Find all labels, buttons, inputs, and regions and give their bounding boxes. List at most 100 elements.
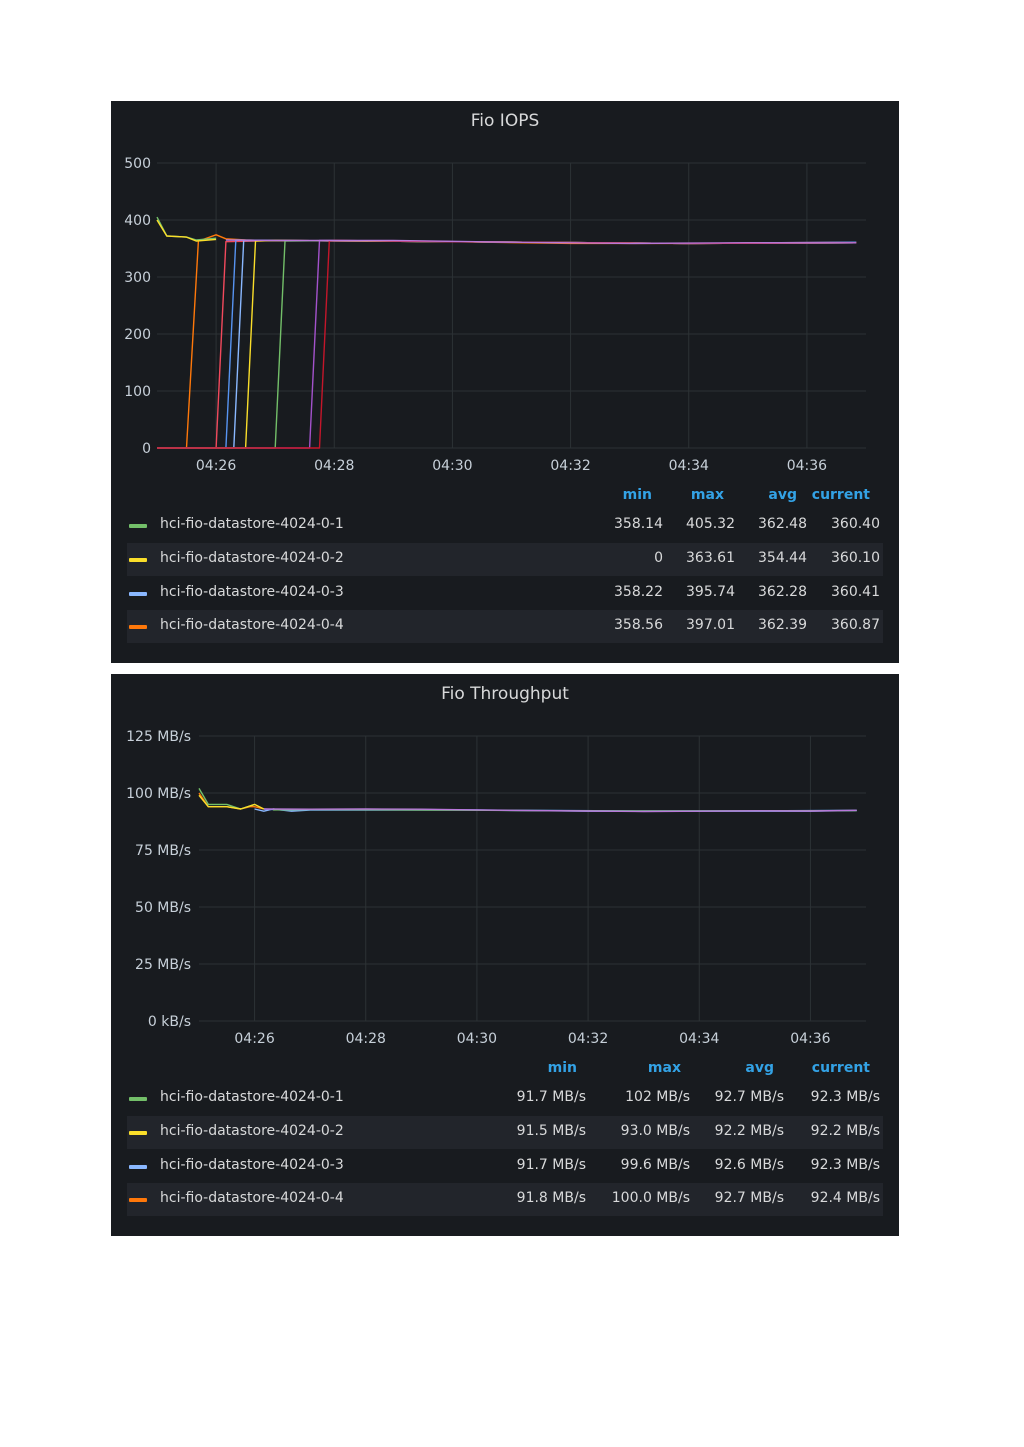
y-tick-label: 25 MB/s — [135, 957, 191, 973]
series-name[interactable]: hci-fio-datastore-4024-0-2 — [160, 550, 344, 566]
series-line — [157, 239, 857, 449]
series-color-swatch — [129, 1131, 147, 1135]
series-name[interactable]: hci-fio-datastore-4024-0-4 — [160, 617, 344, 633]
x-tick-label: 04:34 — [669, 458, 709, 474]
legend-row[interactable]: hci-fio-datastore-4024-0-2 91.5 MB/s 93.… — [127, 1116, 883, 1149]
y-tick-label: 200 — [124, 327, 151, 343]
series-line — [157, 239, 857, 449]
stat-min: 91.7 MB/s — [516, 1089, 586, 1105]
y-tick-label: 125 MB/s — [126, 729, 191, 745]
legend-row[interactable]: hci-fio-datastore-4024-0-1 91.7 MB/s 102… — [127, 1082, 883, 1115]
legend-row[interactable]: hci-fio-datastore-4024-0-3 91.7 MB/s 99.… — [127, 1150, 883, 1183]
legend-col-avg[interactable]: avg — [745, 1060, 774, 1076]
series-color-swatch — [129, 1165, 147, 1169]
x-tick-label: 04:34 — [679, 1031, 719, 1047]
x-tick-label: 04:32 — [568, 1031, 608, 1047]
x-tick-label: 04:26 — [196, 458, 236, 474]
x-tick-label: 04:30 — [457, 1031, 497, 1047]
stat-max: 405.32 — [686, 516, 735, 532]
stat-min: 91.8 MB/s — [516, 1190, 586, 1206]
stat-current: 92.2 MB/s — [810, 1123, 880, 1139]
legend-col-current[interactable]: current — [811, 1060, 870, 1076]
series-color-swatch — [129, 524, 147, 528]
stat-current: 360.41 — [831, 584, 880, 600]
series-name[interactable]: hci-fio-datastore-4024-0-3 — [160, 1157, 344, 1173]
y-tick-label: 500 — [124, 156, 151, 172]
legend-col-min[interactable]: min — [547, 1060, 577, 1076]
series-line — [157, 239, 857, 449]
stat-avg: 362.39 — [758, 617, 807, 633]
stat-min: 0 — [654, 550, 663, 566]
series-name[interactable]: hci-fio-datastore-4024-0-4 — [160, 1190, 344, 1206]
series-line — [156, 219, 217, 242]
stat-min: 91.7 MB/s — [516, 1157, 586, 1173]
y-tick-label: 300 — [124, 270, 151, 286]
y-tick-label: 400 — [124, 213, 151, 229]
throughput-panel: Fio Throughput 0 kB/s 25 MB/s 50 MB/s 75 MB… — [111, 674, 899, 1236]
series-line — [225, 239, 857, 245]
x-tick-label: 04:28 — [314, 458, 354, 474]
stat-min: 358.14 — [614, 516, 663, 532]
stat-max: 397.01 — [686, 617, 735, 633]
legend-row[interactable]: hci-fio-datastore-4024-0-2 0 363.61 354.… — [127, 543, 883, 576]
stat-avg: 92.7 MB/s — [714, 1089, 784, 1105]
series-line — [157, 239, 857, 449]
x-tick-label: 04:36 — [787, 458, 827, 474]
legend-col-avg[interactable]: avg — [768, 487, 797, 503]
y-tick-label: 75 MB/s — [135, 843, 191, 859]
series-name[interactable]: hci-fio-datastore-4024-0-2 — [160, 1123, 344, 1139]
series-color-swatch — [129, 558, 147, 562]
legend-col-max[interactable]: max — [690, 487, 724, 503]
y-tick-label: 50 MB/s — [135, 900, 191, 916]
series-color-swatch — [129, 1097, 147, 1101]
panel-title: Fio Throughput — [441, 684, 569, 704]
legend-row[interactable]: hci-fio-datastore-4024-0-3 358.22 395.74… — [127, 577, 883, 610]
stat-max: 102 MB/s — [625, 1089, 690, 1105]
stat-current: 360.40 — [831, 516, 880, 532]
series-line — [198, 794, 265, 810]
series-name[interactable]: hci-fio-datastore-4024-0-3 — [160, 584, 344, 600]
stat-current: 360.10 — [831, 550, 880, 566]
legend-row[interactable]: hci-fio-datastore-4024-0-1 358.14 405.32… — [127, 509, 883, 542]
legend-col-max[interactable]: max — [647, 1060, 681, 1076]
y-tick-label: 0 kB/s — [148, 1014, 191, 1030]
y-tick-label: 100 — [124, 384, 151, 400]
series-color-swatch — [129, 1198, 147, 1202]
legend-row[interactable]: hci-fio-datastore-4024-0-4 91.8 MB/s 100… — [127, 1183, 883, 1216]
x-tick-label: 04:30 — [432, 458, 472, 474]
iops-panel: Fio IOPS 0 100 200 300 400 500 04:26 04:28 04:30… — [111, 101, 899, 663]
stat-current: 360.87 — [831, 617, 880, 633]
series-line — [157, 234, 857, 449]
series-name[interactable]: hci-fio-datastore-4024-0-1 — [160, 1089, 344, 1105]
legend-row[interactable]: hci-fio-datastore-4024-0-4 358.56 397.01… — [127, 610, 883, 643]
panel-title: Fio IOPS — [470, 111, 540, 131]
iops-chart: 0 100 200 300 400 500 04:26 04:28 04:30 04:32 04:3… — [124, 156, 866, 474]
x-tick-label: 04:26 — [234, 1031, 274, 1047]
series-line — [263, 808, 857, 813]
y-tick-label: 100 MB/s — [126, 786, 191, 802]
legend-col-current[interactable]: current — [811, 487, 870, 503]
stat-max: 93.0 MB/s — [620, 1123, 690, 1139]
series-line — [157, 239, 857, 449]
series-color-swatch — [129, 592, 147, 596]
legend-col-min[interactable]: min — [622, 487, 652, 503]
stat-current: 92.3 MB/s — [810, 1089, 880, 1105]
stat-avg: 362.28 — [758, 584, 807, 600]
throughput-chart: 0 kB/s 25 MB/s 50 MB/s 75 MB/s 100 MB/s 125 M… — [126, 729, 866, 1047]
x-tick-label: 04:28 — [346, 1031, 386, 1047]
stat-max: 100.0 MB/s — [611, 1190, 690, 1206]
stat-avg: 92.2 MB/s — [714, 1123, 784, 1139]
x-tick-label: 04:32 — [550, 458, 590, 474]
stat-avg: 362.48 — [758, 516, 807, 532]
stat-avg: 92.6 MB/s — [714, 1157, 784, 1173]
x-tick-label: 04:36 — [790, 1031, 830, 1047]
stat-max: 363.61 — [686, 550, 735, 566]
y-tick-label: 0 — [142, 441, 151, 457]
series-line — [157, 239, 857, 449]
series-color-swatch — [129, 625, 147, 629]
stat-current: 92.3 MB/s — [810, 1157, 880, 1173]
stat-max: 395.74 — [686, 584, 735, 600]
stat-avg: 92.7 MB/s — [714, 1190, 784, 1206]
stat-current: 92.4 MB/s — [810, 1190, 880, 1206]
series-name[interactable]: hci-fio-datastore-4024-0-1 — [160, 516, 344, 532]
